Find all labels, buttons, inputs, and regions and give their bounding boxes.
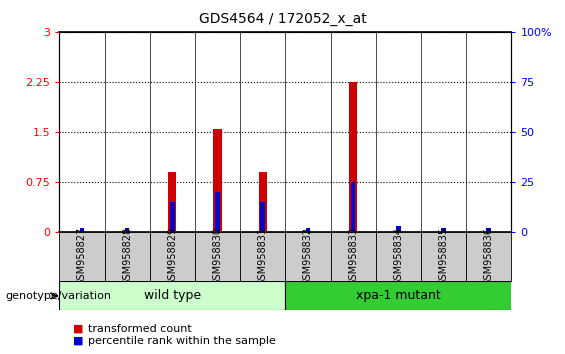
Text: GSM958831: GSM958831 xyxy=(258,227,268,286)
Bar xyxy=(215,192,220,232)
Text: ■: ■ xyxy=(73,324,84,333)
FancyBboxPatch shape xyxy=(331,232,376,281)
FancyBboxPatch shape xyxy=(376,232,421,281)
Text: ■: ■ xyxy=(73,336,84,346)
Bar xyxy=(168,172,176,232)
Text: GSM958833: GSM958833 xyxy=(348,227,358,286)
Text: percentile rank within the sample: percentile rank within the sample xyxy=(88,336,276,346)
Bar xyxy=(306,228,310,232)
Text: transformed count: transformed count xyxy=(88,324,192,333)
Text: GSM958835: GSM958835 xyxy=(438,227,449,286)
FancyBboxPatch shape xyxy=(421,232,466,281)
FancyBboxPatch shape xyxy=(59,281,285,310)
Bar xyxy=(260,202,265,232)
Text: GDS4564 / 172052_x_at: GDS4564 / 172052_x_at xyxy=(199,12,366,27)
FancyBboxPatch shape xyxy=(466,232,511,281)
FancyBboxPatch shape xyxy=(285,281,511,310)
Text: GSM958828: GSM958828 xyxy=(122,227,132,286)
Text: GSM958836: GSM958836 xyxy=(484,227,494,286)
Bar xyxy=(351,182,355,232)
Bar xyxy=(125,228,129,232)
FancyBboxPatch shape xyxy=(150,232,195,281)
FancyBboxPatch shape xyxy=(105,232,150,281)
FancyBboxPatch shape xyxy=(285,232,331,281)
Text: GSM958827: GSM958827 xyxy=(77,227,87,286)
Bar xyxy=(486,228,491,232)
Text: GSM958829: GSM958829 xyxy=(167,227,177,286)
Text: GSM958832: GSM958832 xyxy=(303,227,313,286)
Bar xyxy=(259,172,267,232)
Bar xyxy=(441,228,446,232)
Text: wild type: wild type xyxy=(144,289,201,302)
Bar xyxy=(214,129,221,232)
Text: genotype/variation: genotype/variation xyxy=(6,291,112,301)
Bar xyxy=(80,228,84,232)
Bar xyxy=(349,82,357,232)
Text: GSM958830: GSM958830 xyxy=(212,227,223,286)
Bar xyxy=(170,202,175,232)
Bar xyxy=(396,226,401,232)
FancyBboxPatch shape xyxy=(59,232,105,281)
Text: xpa-1 mutant: xpa-1 mutant xyxy=(356,289,441,302)
Text: GSM958834: GSM958834 xyxy=(393,227,403,286)
FancyBboxPatch shape xyxy=(195,232,240,281)
FancyBboxPatch shape xyxy=(240,232,285,281)
